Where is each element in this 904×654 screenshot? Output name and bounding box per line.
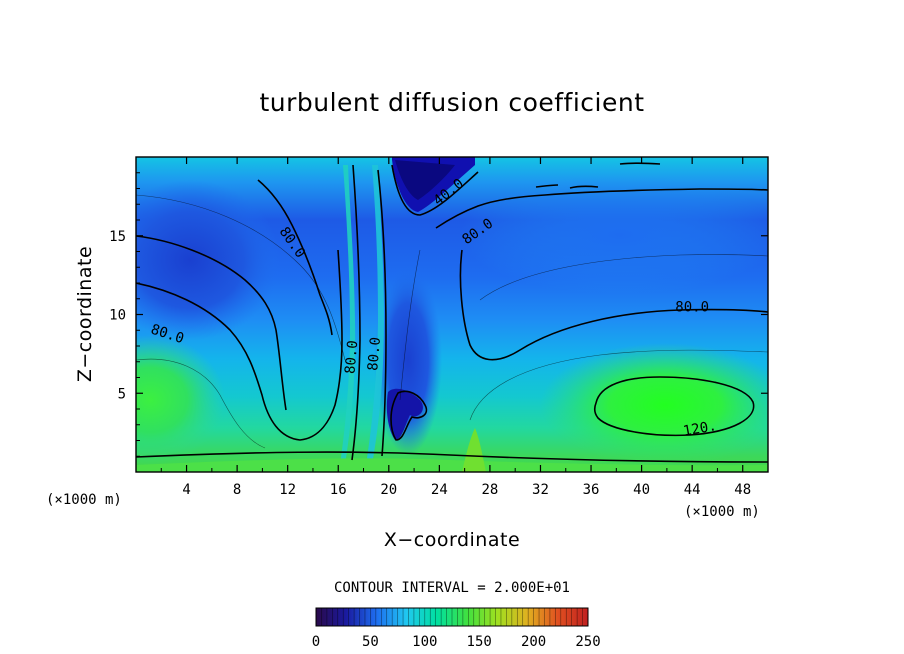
y-tick-label: 10	[109, 308, 126, 324]
x-tick-label: 44	[684, 482, 701, 498]
contour-surface	[136, 451, 768, 463]
high-zone-left	[136, 335, 225, 465]
contour-thin-3	[479, 254, 768, 301]
y-axis: 5 10 15	[109, 172, 768, 457]
y-tick-label: 15	[109, 229, 126, 245]
colorbar-stripes	[321, 608, 583, 626]
colorbar-tick-label: 200	[521, 634, 546, 650]
x-tick-label: 32	[532, 482, 549, 498]
x-tick-label: 8	[233, 482, 241, 498]
y-tick-label: 5	[118, 386, 126, 402]
low-zone-right	[460, 175, 768, 295]
x-axis: 4 8 12 16 20 24 28 32 36 40 44 48	[160, 157, 751, 498]
x-axis-title: X−coordinate	[384, 529, 520, 551]
x-tick-label: 16	[330, 482, 347, 498]
contour-dash-a	[535, 184, 559, 188]
min-core-top	[395, 160, 455, 200]
contour-thin-2	[136, 358, 266, 449]
high-zone-right	[540, 343, 768, 467]
min-zone-lower	[386, 388, 423, 440]
contour-40-top	[391, 164, 479, 216]
contour-dash-b	[569, 185, 599, 189]
contour-lines-thin	[136, 194, 768, 449]
colorbar: 0 50 100 150 200 250	[312, 607, 601, 650]
contour-left-inner	[136, 235, 287, 411]
contour-80-right-mid	[459, 249, 768, 361]
colorbar-frame	[315, 607, 589, 627]
x-unit-right: (×1000 m)	[684, 504, 760, 520]
colorbar-tick-label: 0	[312, 634, 320, 650]
contour-thin-5	[399, 249, 421, 401]
contour-thin-4	[469, 349, 768, 421]
contour-label-text: 120.	[682, 418, 718, 440]
contour-80-center-a	[351, 164, 361, 461]
x-tick-label: 20	[380, 482, 397, 498]
x-tick-label: 12	[279, 482, 296, 498]
y-axis-title: Z−coordinate	[74, 246, 96, 382]
contour-80-left-outer	[136, 249, 343, 441]
x-tick-label: 4	[182, 482, 190, 498]
column-strip-a	[340, 165, 356, 465]
x-tick-label: 36	[583, 482, 600, 498]
contour-label: 120.	[682, 418, 718, 440]
contour-label-text: 80.0	[675, 300, 709, 316]
contour-label: 80.0	[342, 340, 361, 375]
colorbar-tick-label: 100	[412, 634, 437, 650]
column-strip-b	[366, 165, 384, 465]
contour-thin-1	[136, 194, 346, 361]
contour-80-left-upper	[257, 179, 333, 336]
contour-interval-note: CONTOUR INTERVAL = 2.000E+01	[334, 580, 570, 596]
colorbar-tick-label: 50	[362, 634, 379, 650]
surface-band	[136, 458, 768, 472]
contour-80-center-b	[377, 169, 387, 457]
contour-dash-c	[619, 162, 661, 165]
contour-label-text: 80.0	[365, 336, 384, 371]
contour-120	[593, 376, 755, 437]
contour-label-text: 80.0	[342, 340, 361, 375]
contour-lines	[136, 162, 768, 463]
colorbar-tick-label: 250	[575, 634, 600, 650]
colorbar-ticks: 0 50 100 150 200 250	[312, 634, 601, 650]
low-zone-left	[136, 180, 280, 340]
x-tick-label: 48	[734, 482, 751, 498]
colorbar-tick-label: 150	[467, 634, 492, 650]
x-tick-label: 24	[431, 482, 448, 498]
x-tick-label: 28	[481, 482, 498, 498]
contour-80-right-upper	[435, 188, 768, 229]
contour-40-lower	[390, 390, 428, 441]
surface-spike	[462, 428, 486, 472]
chart-title: turbulent diffusion coefficient	[259, 88, 644, 117]
x-tick-label: 40	[633, 482, 650, 498]
x-unit-left: (×1000 m)	[46, 492, 122, 508]
contour-label: 80.0	[675, 300, 709, 316]
contour-label: 80.0	[365, 336, 384, 371]
